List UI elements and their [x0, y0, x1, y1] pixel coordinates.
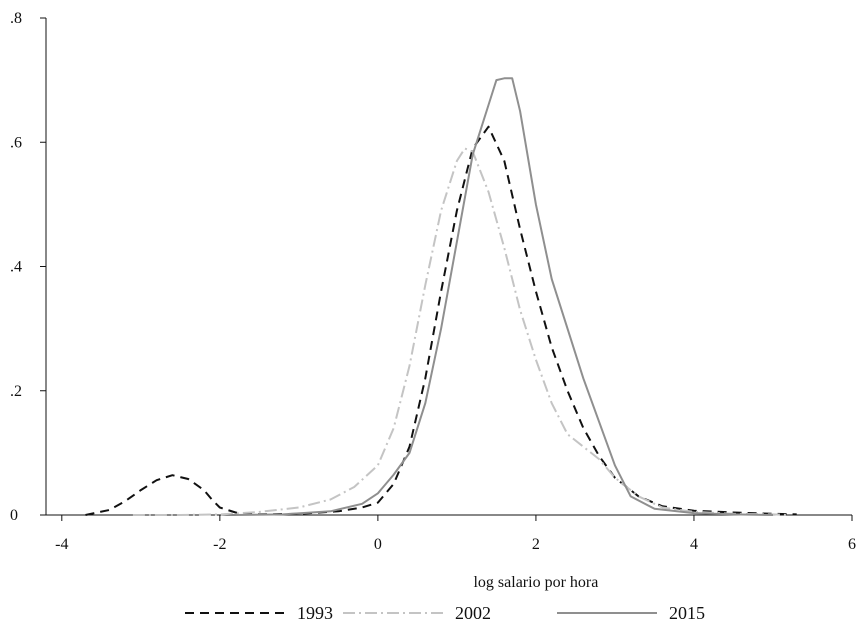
series-line-2002 — [132, 147, 789, 516]
axes: 0 .2 .4 .6 .8 -4 -2 0 2 4 6 — [10, 10, 856, 553]
series-line-2015 — [235, 77, 774, 516]
x-tick-label: 6 — [848, 536, 856, 553]
legend-label-2015: 2015 — [669, 603, 705, 623]
x-tick-label: 0 — [374, 536, 382, 553]
x-ticks: -4 -2 0 2 4 6 — [55, 515, 856, 553]
x-tick-label: 2 — [532, 536, 540, 553]
y-tick-label: .4 — [10, 259, 22, 276]
x-tick-label: -2 — [213, 536, 226, 553]
y-tick-label: .2 — [10, 383, 22, 400]
plot-lines — [85, 77, 797, 516]
series-line-1993 — [85, 125, 797, 516]
y-tick-label: .8 — [10, 10, 22, 27]
x-axis-title: log salario por hora — [473, 574, 598, 591]
y-tick-label: .6 — [10, 134, 22, 151]
legend-label-1993: 1993 — [297, 603, 333, 623]
x-tick-label: -4 — [55, 536, 68, 553]
x-tick-label: 4 — [690, 536, 698, 553]
legend-label-2002: 2002 — [455, 603, 491, 623]
legend: 1993 2002 2015 — [185, 603, 705, 623]
y-tick-label: 0 — [10, 507, 18, 524]
y-ticks: 0 .2 .4 .6 .8 — [10, 10, 46, 524]
